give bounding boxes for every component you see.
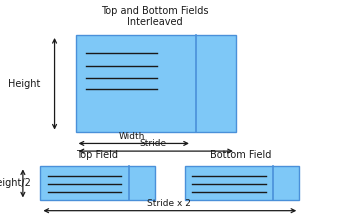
- Bar: [185, 166, 299, 200]
- Text: Stride x 2: Stride x 2: [147, 199, 191, 208]
- Text: Bottom Field: Bottom Field: [210, 150, 272, 160]
- Text: Top Field: Top Field: [76, 150, 118, 160]
- Text: Stride: Stride: [139, 139, 167, 148]
- Bar: [76, 35, 236, 132]
- Text: Width: Width: [119, 132, 145, 141]
- Text: Height: Height: [8, 79, 40, 89]
- Text: Height/2: Height/2: [0, 178, 31, 188]
- Text: Top and Bottom Fields
Interleaved: Top and Bottom Fields Interleaved: [101, 6, 209, 27]
- Bar: [40, 166, 155, 200]
